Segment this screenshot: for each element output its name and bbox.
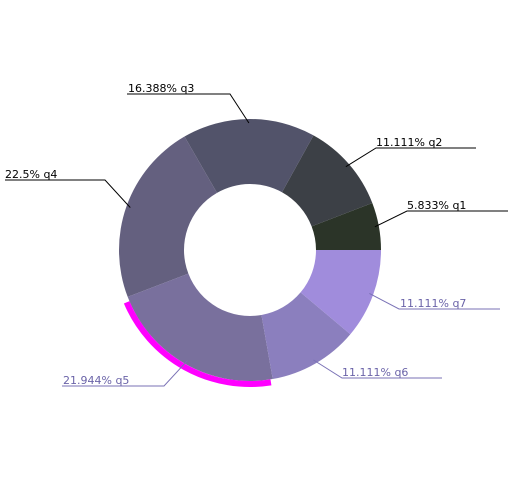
- slice-q7[interactable]: [300, 250, 381, 335]
- donut-slices: [118, 119, 381, 387]
- slice-labels: 5.833% q1 11.111% q2 16.388% q3 22.5% q4 21.…: [5, 82, 466, 387]
- label-q4: 22.5% q4: [5, 168, 57, 181]
- slice-q6[interactable]: [261, 292, 351, 380]
- leader-q3: [127, 93, 250, 124]
- leader-lines: [5, 93, 508, 387]
- slice-q4[interactable]: [118, 136, 218, 297]
- label-q1: 5.833% q1: [407, 199, 466, 212]
- label-q6: 11.111% q6: [342, 366, 408, 379]
- slice-highlight-q5: [123, 301, 272, 387]
- leader-q1: [374, 210, 508, 228]
- leader-q5: [62, 360, 188, 387]
- leader-q6: [313, 359, 442, 379]
- leader-q4: [5, 179, 131, 208]
- leader-q7: [369, 293, 500, 310]
- label-q2: 11.111% q2: [376, 136, 442, 149]
- label-q3: 16.388% q3: [128, 82, 194, 95]
- label-q7: 11.111% q7: [400, 297, 466, 310]
- slice-q1[interactable]: [311, 203, 381, 250]
- slice-q2[interactable]: [281, 135, 373, 227]
- slice-q5[interactable]: [127, 273, 273, 381]
- leader-q2: [345, 147, 476, 168]
- slice-q3[interactable]: [184, 119, 314, 193]
- label-q5: 21.944% q5: [63, 374, 129, 387]
